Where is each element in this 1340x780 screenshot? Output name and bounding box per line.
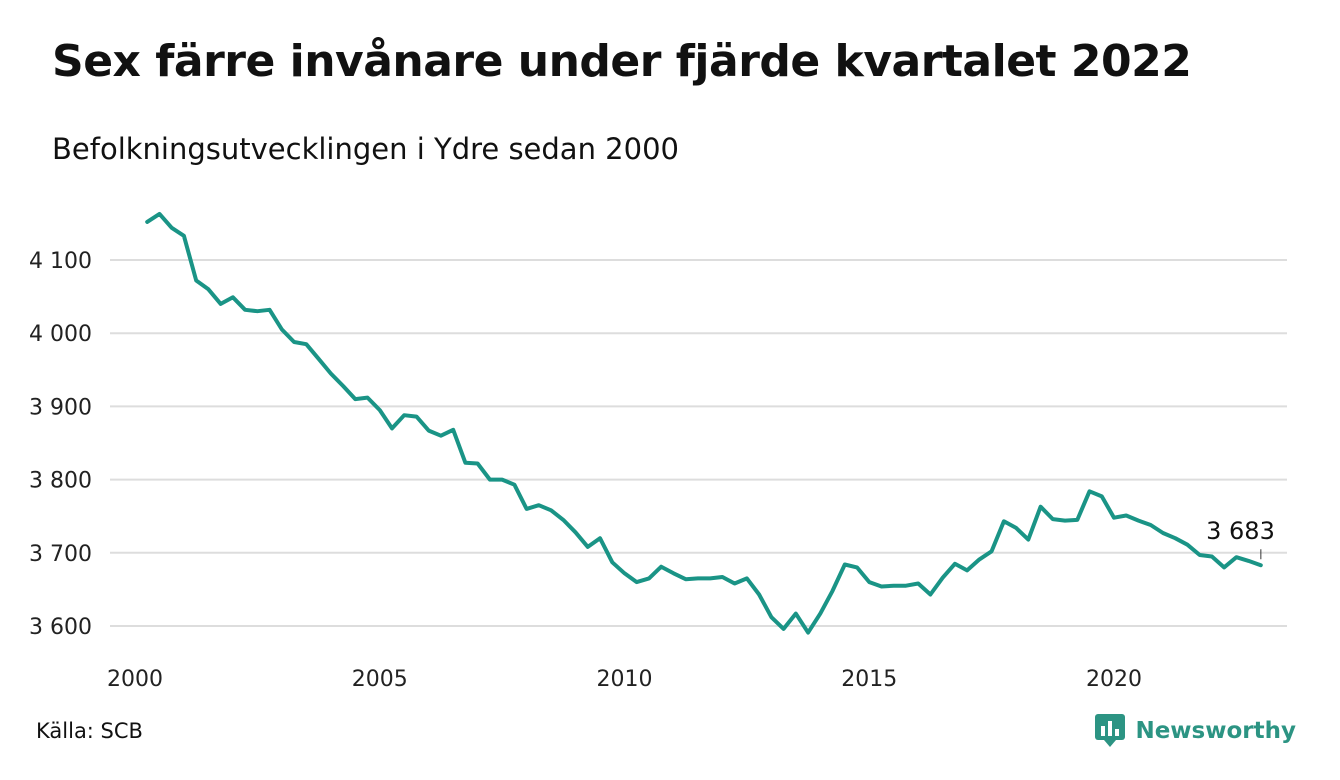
y-axis-ticks: 3 600 3 700 3 800 3 900 4 000 4 100 bbox=[29, 249, 92, 640]
y-tick-label: 3 600 bbox=[29, 615, 92, 640]
end-value-label: 3 683 bbox=[1206, 517, 1275, 545]
x-tick-label: 2020 bbox=[1086, 667, 1142, 692]
brand-name: Newsworthy bbox=[1135, 718, 1296, 744]
newsworthy-logo-icon bbox=[1095, 714, 1126, 747]
end-annotation: 3 683 bbox=[1206, 517, 1275, 560]
y-tick-label: 3 800 bbox=[29, 469, 92, 494]
x-tick-label: 2010 bbox=[597, 667, 653, 692]
y-tick-label: 3 700 bbox=[29, 542, 92, 567]
x-tick-label: 2005 bbox=[352, 667, 408, 692]
brand-logo: Newsworthy bbox=[1095, 714, 1296, 748]
population-line bbox=[145, 211, 1263, 635]
gridlines bbox=[110, 259, 1287, 627]
y-tick-label: 4 000 bbox=[29, 322, 92, 347]
x-tick-label: 2015 bbox=[841, 667, 897, 692]
chart-title: Sex färre invånare under fjärde kvartale… bbox=[52, 36, 1192, 87]
chart-subtitle: Befolkningsutvecklingen i Ydre sedan 200… bbox=[52, 132, 679, 166]
y-tick-label: 3 900 bbox=[29, 395, 92, 420]
y-tick-label: 4 100 bbox=[29, 249, 92, 274]
source-note: Källa: SCB bbox=[36, 719, 143, 743]
x-axis-ticks: 2000 2005 2010 2015 2020 bbox=[107, 667, 1142, 692]
x-tick-label: 2000 bbox=[107, 667, 163, 692]
series-group bbox=[145, 211, 1263, 635]
